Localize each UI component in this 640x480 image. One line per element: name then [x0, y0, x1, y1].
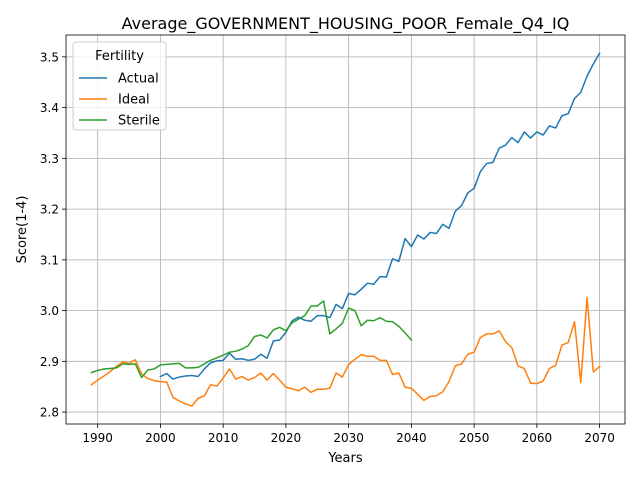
y-tick-label: 3.3: [40, 152, 59, 166]
x-tick-label: 1990: [82, 431, 113, 445]
y-axis-ticks: 2.8 2.9 3.0 3.1 3.2 3.3 3.4 3.5: [40, 50, 66, 420]
legend-box: [72, 41, 167, 131]
x-tick-label: 2070: [584, 431, 615, 445]
series-line-sterile: [90, 300, 413, 379]
y-tick-label: 2.8: [40, 406, 59, 420]
y-tick-label: 3.4: [40, 101, 59, 115]
x-tick-label: 2020: [271, 431, 302, 445]
chart-title: Average_GOVERNMENT_HOUSING_POOR_Female_Q…: [122, 14, 570, 34]
series-line-actual: [159, 52, 601, 380]
legend-label-ideal: Ideal: [118, 93, 150, 108]
y-tick-label: 3.5: [40, 50, 59, 64]
grid: [66, 35, 625, 424]
x-tick-label: 2010: [208, 431, 239, 445]
y-tick-label: 3.1: [40, 253, 59, 267]
y-tick-label: 3.2: [40, 203, 59, 217]
x-tick-label: 2000: [145, 431, 176, 445]
x-tick-label: 2040: [396, 431, 427, 445]
x-tick-label: 2050: [459, 431, 490, 445]
legend-items: Actual Ideal Sterile: [79, 72, 160, 129]
legend-title: Fertility: [95, 49, 144, 64]
x-tick-label: 2060: [522, 431, 553, 445]
plot-frame: [65, 34, 626, 425]
legend: Fertility Actual Ideal Sterile: [72, 41, 167, 131]
legend-label-sterile: Sterile: [118, 114, 160, 129]
legend-label-actual: Actual: [118, 72, 159, 87]
y-tick-label: 2.9: [40, 355, 59, 369]
y-tick-label: 3.0: [40, 304, 59, 318]
x-axis-ticks: 1990 2000 2010 2020 2030 2040 2050 2060 2070: [82, 424, 615, 445]
x-axis-label: Years: [327, 451, 363, 466]
y-axis-label: Score(1-4): [15, 196, 30, 264]
series-line-ideal: [90, 296, 601, 407]
series-lines: [90, 52, 601, 407]
x-tick-label: 2030: [333, 431, 364, 445]
